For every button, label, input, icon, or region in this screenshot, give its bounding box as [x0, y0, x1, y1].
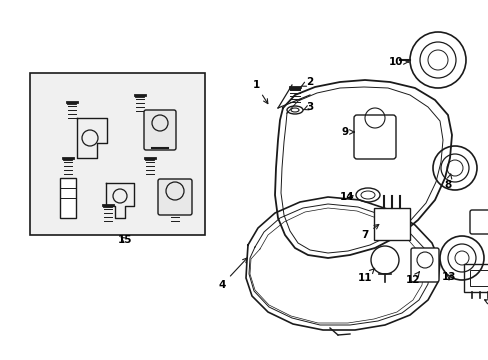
Text: 5: 5 [484, 300, 488, 310]
Text: 14: 14 [339, 192, 354, 202]
Text: 3: 3 [303, 102, 313, 112]
FancyBboxPatch shape [353, 115, 395, 159]
Text: 15: 15 [118, 235, 132, 245]
FancyBboxPatch shape [158, 179, 192, 215]
Text: 12: 12 [405, 272, 419, 285]
FancyBboxPatch shape [469, 210, 488, 234]
Text: 11: 11 [357, 268, 374, 283]
Bar [469, 270, 488, 286]
Text: 8: 8 [444, 174, 451, 190]
FancyBboxPatch shape [143, 110, 176, 150]
Bar [60, 178, 76, 218]
FancyBboxPatch shape [410, 248, 438, 282]
Text: 10: 10 [388, 57, 408, 67]
Bar [373, 208, 409, 240]
Bar [463, 264, 488, 292]
Text: 9: 9 [341, 127, 354, 137]
Text: 13: 13 [441, 272, 455, 282]
Text: 2: 2 [301, 77, 313, 87]
Text: 1: 1 [252, 80, 267, 104]
Bar [30, 73, 204, 235]
Text: 4: 4 [218, 258, 247, 290]
Text: 6: 6 [0, 359, 1, 360]
Text: 7: 7 [361, 224, 378, 240]
